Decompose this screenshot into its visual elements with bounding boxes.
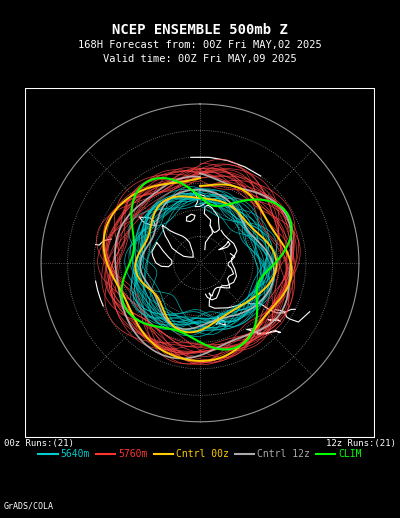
Text: NCEP ENSEMBLE 500mb Z: NCEP ENSEMBLE 500mb Z [112, 23, 288, 37]
Text: Valid time: 00Z Fri MAY,09 2025: Valid time: 00Z Fri MAY,09 2025 [103, 54, 297, 64]
Text: 00z Runs:(21): 00z Runs:(21) [4, 439, 74, 448]
Text: 168H Forecast from: 00Z Fri MAY,02 2025: 168H Forecast from: 00Z Fri MAY,02 2025 [78, 40, 322, 50]
Legend: 5640m, 5760m, Cntrl 00z, Cntrl 12z, CLIM: 5640m, 5760m, Cntrl 00z, Cntrl 12z, CLIM [34, 445, 366, 463]
Text: GrADS/COLA: GrADS/COLA [4, 501, 54, 510]
Text: 12z Runs:(21): 12z Runs:(21) [326, 439, 396, 448]
Bar [25, 88, 375, 438]
